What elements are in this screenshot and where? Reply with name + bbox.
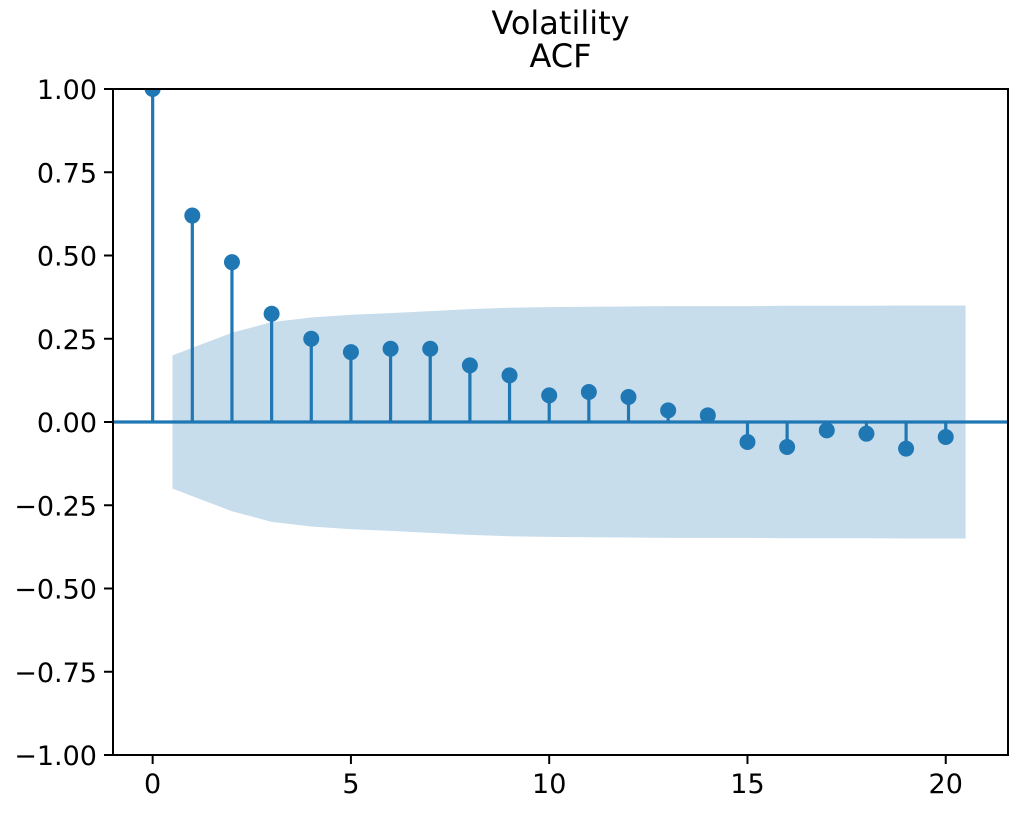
acf-point-lag-12	[620, 389, 637, 406]
chart-title-line2: ACF	[529, 37, 592, 75]
x-axis-ticks: 0 5 10 15 20	[144, 755, 963, 800]
x-tick-label-15: 15	[730, 769, 764, 800]
acf-point-lag-8	[461, 357, 478, 374]
acf-point-lag-16	[779, 438, 796, 455]
x-tick-label-0: 0	[144, 769, 161, 800]
y-tick-label-2: 0.50	[37, 242, 97, 273]
acf-point-lag-15	[739, 433, 756, 450]
chart-title: Volatility ACF	[113, 7, 1008, 73]
y-tick-label-6: −0.50	[14, 575, 97, 606]
y-tick-label-7: −0.75	[14, 658, 97, 689]
acf-point-lag-20	[937, 428, 954, 445]
acf-point-lag-5	[342, 344, 359, 361]
acf-point-lag-13	[660, 402, 677, 419]
acf-point-lag-10	[541, 387, 558, 404]
x-tick-label-20: 20	[929, 769, 963, 800]
acf-point-lag-14	[699, 407, 716, 424]
acf-point-lag-1	[184, 207, 201, 224]
acf-point-lag-17	[818, 422, 835, 439]
acf-point-lag-4	[303, 330, 320, 347]
acf-point-lag-11	[580, 384, 597, 401]
y-tick-label-3: 0.25	[37, 325, 97, 356]
acf-markers	[144, 89, 954, 457]
y-axis-ticks: 1.00 0.75 0.50 0.25 0.00 −0.25 −0.50 −0.75 −1.00	[14, 75, 113, 772]
acf-point-lag-3	[263, 305, 280, 322]
acf-point-lag-19	[898, 440, 915, 457]
y-tick-label-8: −1.00	[14, 741, 97, 772]
chart-title-line1: Volatility	[491, 4, 630, 42]
acf-point-lag-0	[144, 89, 161, 97]
y-tick-label-0: 1.00	[37, 75, 97, 106]
acf-point-lag-2	[223, 254, 240, 271]
acf-point-lag-6	[382, 340, 399, 357]
acf-point-lag-9	[501, 367, 518, 384]
acf-point-lag-18	[858, 425, 875, 442]
y-tick-label-5: −0.25	[14, 491, 97, 522]
x-tick-label-5: 5	[342, 769, 359, 800]
y-tick-label-4: 0.00	[37, 408, 97, 439]
y-tick-label-1: 0.75	[37, 158, 97, 189]
x-tick-label-10: 10	[532, 769, 566, 800]
acf-point-lag-7	[422, 340, 439, 357]
